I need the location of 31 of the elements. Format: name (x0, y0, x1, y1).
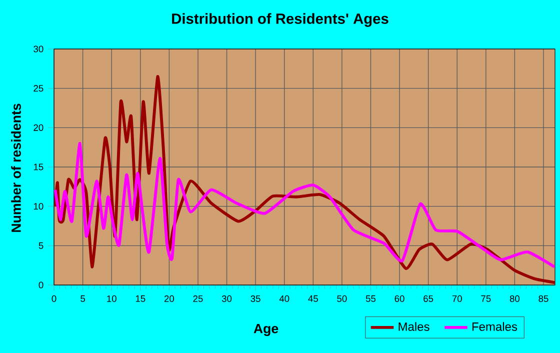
x-tick-label: 75 (481, 295, 491, 302)
x-tick-label: 50 (337, 295, 347, 302)
x-tick-label: 45 (308, 295, 318, 302)
y-axis-title: Number of residents (11, 104, 21, 232)
x-tick-label: 20 (164, 295, 174, 302)
x-tick-label: 60 (394, 295, 404, 302)
y-tick-label: 20 (34, 124, 44, 131)
x-tick-label: 80 (510, 295, 520, 302)
legend-label: Males (398, 322, 430, 331)
x-tick-label: 0 (52, 295, 56, 302)
legend-label: Females (472, 322, 518, 331)
line-series (54, 142, 555, 268)
x-tick-label: 35 (250, 295, 260, 302)
y-tick-label: 5 (38, 242, 44, 249)
y-tick-label: 10 (34, 203, 44, 210)
x-tick-label: 70 (452, 295, 462, 302)
x-axis-title: Age (254, 324, 278, 336)
x-tick-label: 25 (193, 295, 203, 302)
y-tick-label: 15 (34, 164, 44, 170)
x-tick-label: 5 (80, 295, 86, 302)
x-tick-label: 30 (222, 295, 232, 302)
y-tick-label: 0 (38, 282, 44, 288)
x-tick-label: 85 (538, 295, 548, 302)
x-tick-label: 55 (366, 295, 376, 302)
x-tick-label: 40 (279, 295, 290, 302)
x-tick-label: 10 (107, 295, 116, 302)
chart-title: Distribution of Residents' Ages (172, 13, 388, 27)
y-tick-label: 25 (34, 85, 44, 92)
y-tick-label: 30 (34, 46, 44, 52)
x-tick-label: 15 (136, 295, 146, 302)
x-tick-label: 65 (424, 295, 434, 302)
